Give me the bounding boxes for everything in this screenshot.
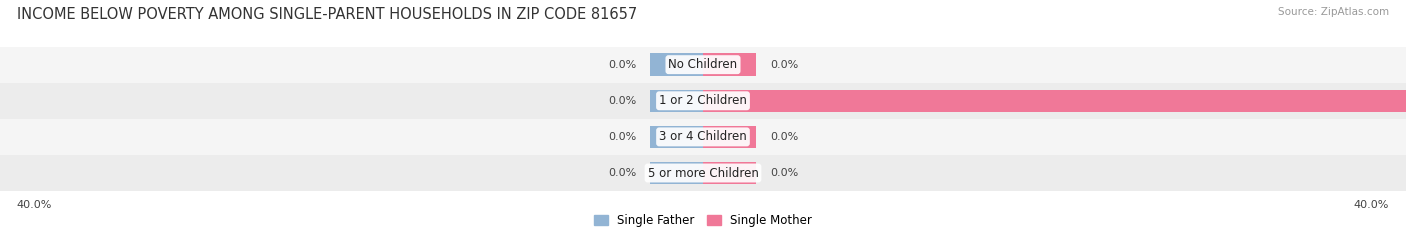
Bar [0, 119, 1406, 155]
Bar [703, 126, 756, 148]
Bar [0, 47, 1406, 83]
Bar [703, 53, 756, 76]
Text: 0.0%: 0.0% [607, 96, 637, 106]
Text: 3 or 4 Children: 3 or 4 Children [659, 130, 747, 143]
Legend: Single Father, Single Mother: Single Father, Single Mother [593, 214, 813, 227]
Bar [0, 155, 1406, 191]
Bar [703, 89, 1406, 112]
Text: 0.0%: 0.0% [770, 132, 799, 142]
Bar [650, 126, 703, 148]
Text: 40.0%: 40.0% [1354, 200, 1389, 210]
Text: 5 or more Children: 5 or more Children [648, 167, 758, 179]
Bar [703, 162, 756, 184]
Bar [650, 89, 703, 112]
Bar [650, 162, 703, 184]
Text: 0.0%: 0.0% [607, 60, 637, 70]
Text: 40.0%: 40.0% [17, 200, 52, 210]
Text: 0.0%: 0.0% [607, 132, 637, 142]
Bar [650, 53, 703, 76]
Text: 0.0%: 0.0% [607, 168, 637, 178]
Text: 0.0%: 0.0% [770, 60, 799, 70]
Bar [0, 83, 1406, 119]
Text: INCOME BELOW POVERTY AMONG SINGLE-PARENT HOUSEHOLDS IN ZIP CODE 81657: INCOME BELOW POVERTY AMONG SINGLE-PARENT… [17, 7, 637, 22]
Text: No Children: No Children [668, 58, 738, 71]
Text: Source: ZipAtlas.com: Source: ZipAtlas.com [1278, 7, 1389, 17]
Text: 1 or 2 Children: 1 or 2 Children [659, 94, 747, 107]
Text: 0.0%: 0.0% [770, 168, 799, 178]
